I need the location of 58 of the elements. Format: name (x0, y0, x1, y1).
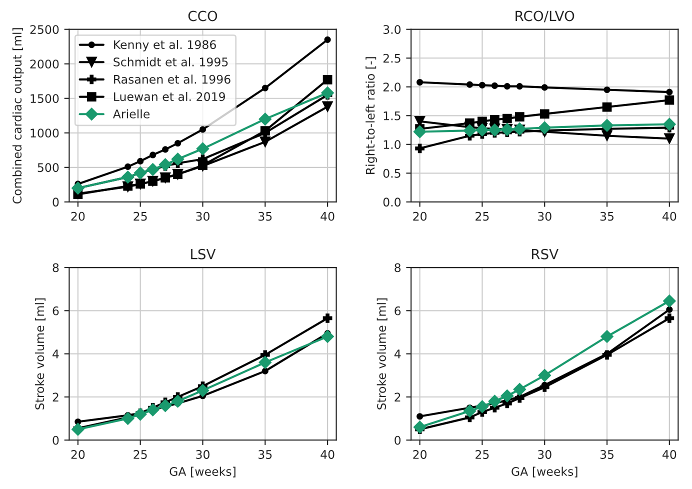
y-tick-label: 1.5 (384, 112, 400, 120)
y-tick-label: 4 (394, 350, 401, 358)
y-axis-title: Stroke volume [ml] (34, 298, 46, 410)
x-tick-label: 40 (662, 212, 676, 221)
y-tick-label: 0.0 (383, 198, 401, 207)
x-tick-label: 35 (600, 450, 614, 459)
y-tick-label: 2 (394, 392, 400, 402)
x-tick-label: 40 (662, 450, 676, 459)
x-tick-label: 30 (538, 212, 552, 221)
legend-label: Schmidt et al. 1995 (114, 57, 228, 66)
x-tick-label: 20 (71, 450, 85, 459)
chart-title: RCO/LVO (516, 10, 574, 22)
y-tick-label: 0 (394, 436, 401, 445)
x-tick-label: 35 (258, 212, 272, 221)
x-axis-title: GA [weeks] (170, 466, 236, 478)
y-tick-label: 500 (38, 163, 59, 172)
y-axis-title: Stroke volume [ml] (376, 298, 388, 410)
y-axis-title: Right-to-left ratio [-] (366, 57, 378, 174)
y-tick-label: 2000 (30, 60, 59, 69)
x-tick-label: 30 (196, 212, 210, 221)
y-tick-label: 0.5 (383, 168, 400, 178)
y-tick-label: 1500 (30, 94, 59, 104)
chart-title: CCO (188, 10, 218, 22)
x-tick-label: 30 (538, 450, 552, 459)
chart-title: RSV (532, 248, 558, 260)
legend-label: Luewan et al. 2019 (114, 92, 225, 102)
x-axis-title: GA [weeks] (512, 466, 578, 478)
x-tick-label: 25 (476, 450, 489, 459)
legend-label: Kenny et al. 1986 (114, 40, 216, 52)
x-tick-label: 30 (196, 450, 210, 459)
x-tick-label: 25 (134, 450, 147, 459)
legend-label: Arielle (112, 109, 150, 118)
x-tick-label: 20 (413, 450, 427, 459)
x-tick-label: 35 (600, 212, 614, 221)
x-tick-label: 40 (320, 450, 334, 459)
x-tick-label: 40 (320, 212, 334, 221)
legend-label: Rasanen et al. 1996 (114, 74, 230, 84)
y-tick-label: 2.0 (383, 82, 401, 92)
x-tick-label: 25 (134, 212, 147, 221)
y-tick-label: 2.5 (383, 54, 400, 63)
y-tick-label: 1000 (30, 128, 59, 138)
y-tick-label: 8 (52, 263, 59, 272)
y-tick-label: 6 (52, 306, 59, 316)
y-tick-label: 2500 (30, 25, 59, 34)
chart-title: LSV (191, 248, 216, 260)
y-axis-title: Combined cardiac output [ml] (12, 28, 24, 204)
y-tick-label: 2 (52, 392, 58, 402)
y-tick-label: 0 (52, 436, 59, 445)
y-tick-label: 3.0 (383, 25, 401, 34)
y-tick-label: 1.0 (384, 140, 401, 150)
x-tick-label: 20 (71, 212, 85, 221)
y-tick-label: 4 (52, 350, 59, 358)
y-tick-label: 6 (394, 306, 401, 316)
x-tick-label: 25 (476, 212, 489, 221)
x-tick-label: 35 (258, 450, 272, 459)
y-tick-label: 8 (394, 263, 401, 272)
y-tick-label: 0 (52, 198, 59, 207)
x-tick-label: 20 (413, 212, 427, 221)
